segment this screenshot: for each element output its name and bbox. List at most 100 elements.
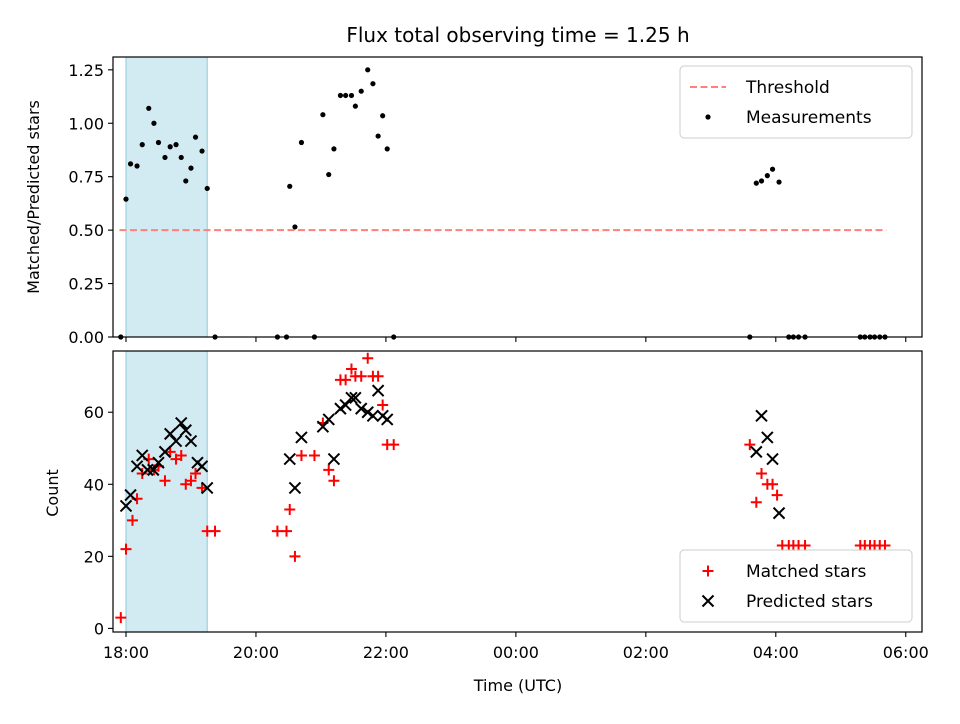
legend-matched-swatch xyxy=(702,565,714,577)
predicted-star-point xyxy=(184,434,198,448)
measurement-point xyxy=(173,142,179,148)
measurement-point xyxy=(292,224,298,230)
predicted-star-point xyxy=(119,499,133,513)
x-tick-label: 20:00 xyxy=(233,643,279,662)
measurement-point xyxy=(365,67,371,73)
y-tick-label: 0.75 xyxy=(68,168,104,187)
matched-star-point xyxy=(362,352,374,364)
matched-star-point xyxy=(345,363,357,375)
predicted-star-point xyxy=(283,452,296,466)
measurement-point xyxy=(326,171,332,178)
matched-star-point xyxy=(879,540,891,552)
predicted-star-point xyxy=(334,402,347,415)
predicted-star-point xyxy=(327,452,341,466)
matched-star-point xyxy=(372,370,384,382)
legend-label: Threshold xyxy=(745,78,830,98)
y-tick-label: 1.25 xyxy=(68,61,104,80)
predicted-star-point xyxy=(288,481,302,495)
y-tick-label: 1.00 xyxy=(68,114,104,133)
matched-star-point xyxy=(323,464,335,476)
measurement-point xyxy=(287,183,293,189)
y-tick-label: 0.50 xyxy=(68,221,104,240)
measurement-point xyxy=(380,113,386,119)
matched-star-point xyxy=(164,446,176,458)
x-axis-label: Time (UTC) xyxy=(473,676,562,695)
measurement-point xyxy=(758,178,765,184)
highlight-span xyxy=(125,350,208,633)
predicted-star-point xyxy=(366,409,380,423)
measurement-point xyxy=(384,146,390,152)
x-tick-label: 22:00 xyxy=(363,643,409,662)
axes-frame xyxy=(112,56,923,338)
predicted-star-point xyxy=(361,406,374,419)
predicted-star-point xyxy=(201,481,214,495)
predicted-star-point xyxy=(355,402,368,415)
predicted-star-point xyxy=(761,431,774,444)
x-tick-label: 00:00 xyxy=(493,643,539,662)
bottom-y-axis-label: Count xyxy=(43,469,62,517)
matched-star-point xyxy=(115,612,127,624)
matched-star-point xyxy=(289,550,301,562)
measurement-point xyxy=(127,161,134,167)
measurement-point xyxy=(352,103,358,109)
measurement-point xyxy=(348,92,355,99)
predicted-star-point xyxy=(195,460,209,473)
measurement-point xyxy=(358,88,364,94)
predicted-star-point xyxy=(750,445,763,459)
measurement-point xyxy=(183,178,189,184)
measurement-point xyxy=(134,163,140,169)
matched-star-point xyxy=(280,525,292,537)
matched-star-point xyxy=(355,370,367,382)
measurement-point xyxy=(370,81,376,87)
predicted-star-point xyxy=(349,391,362,405)
measurement-point xyxy=(139,142,145,148)
y-tick-label: 60 xyxy=(84,403,104,422)
measurement-point xyxy=(204,185,210,192)
matched-star-point xyxy=(284,504,296,516)
matched-star-point xyxy=(388,439,400,451)
matched-star-point xyxy=(771,489,783,501)
chart-title: Flux total observing time = 1.25 h xyxy=(346,23,689,47)
matched-star-point xyxy=(196,482,208,494)
measurement-point xyxy=(343,92,349,99)
measurement-point xyxy=(320,112,326,118)
y-tick-label: 0.00 xyxy=(68,328,104,347)
legend-box xyxy=(679,549,913,623)
predicted-star-point xyxy=(295,431,308,444)
predicted-star-point xyxy=(141,463,154,477)
measurement-point xyxy=(337,92,344,99)
predicted-star-point xyxy=(381,413,394,426)
predicted-star-point xyxy=(755,409,768,423)
matched-star-point xyxy=(308,449,320,461)
legend: Matched stars Predicted stars xyxy=(679,549,913,623)
measurement-point xyxy=(167,144,173,150)
matched-star-point xyxy=(185,475,197,487)
predicted-star-point xyxy=(345,391,358,405)
predicted-star-point xyxy=(766,452,779,466)
matched-star-point xyxy=(120,543,132,555)
legend-box xyxy=(679,65,913,139)
predicted-star-point xyxy=(175,416,188,430)
matched-star-point xyxy=(744,439,756,451)
legend-label: Predicted stars xyxy=(746,592,873,612)
top-panel: 0.00 0.25 0.50 0.75 1.00 1.25 Threshold Measure… xyxy=(68,56,923,347)
x-tick-label: 02:00 xyxy=(623,643,669,662)
x-tick-label: 18:00 xyxy=(103,643,149,662)
bottom-panel: 0 20 40 60 18:00 20:00 22:00 00:00 02:00 04:00 06:… xyxy=(84,350,929,662)
measurement-point xyxy=(123,196,129,202)
measurement-point xyxy=(753,180,759,186)
predicted-star-point xyxy=(147,463,160,477)
predicted-star-point xyxy=(772,506,786,520)
y-tick-label: 0 xyxy=(94,619,104,638)
matched-star-point xyxy=(175,449,187,461)
matched-star-point xyxy=(190,467,202,479)
measurement-point xyxy=(146,105,152,111)
predicted-star-point xyxy=(322,413,335,426)
measurement-point xyxy=(192,134,199,140)
predicted-star-point xyxy=(130,460,144,473)
y-tick-label: 40 xyxy=(84,475,104,494)
highlight-span xyxy=(125,56,208,338)
y-tick-label: 0.25 xyxy=(68,275,104,294)
y-tick-label: 20 xyxy=(84,547,104,566)
